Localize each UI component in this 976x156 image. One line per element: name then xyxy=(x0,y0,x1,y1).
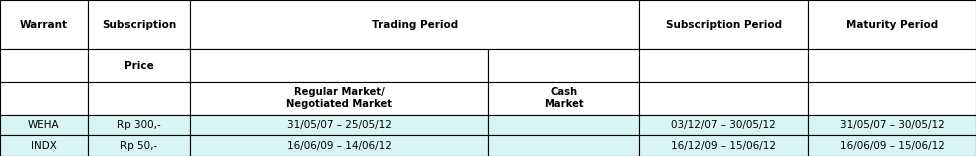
Text: INDX: INDX xyxy=(31,141,57,151)
Bar xyxy=(190,135,488,156)
Bar xyxy=(0,0,88,49)
Bar xyxy=(88,0,190,49)
Text: Warrant: Warrant xyxy=(20,20,68,30)
Bar xyxy=(639,82,808,115)
Text: Price: Price xyxy=(124,61,154,71)
Text: Subscription: Subscription xyxy=(102,20,177,30)
Bar xyxy=(88,115,190,135)
Bar xyxy=(190,115,488,135)
Bar xyxy=(639,135,808,156)
Text: 03/12/07 – 30/05/12: 03/12/07 – 30/05/12 xyxy=(671,120,776,130)
Bar xyxy=(488,115,639,135)
Bar xyxy=(639,49,808,82)
Bar xyxy=(88,135,190,156)
Bar xyxy=(639,0,808,49)
Text: Maturity Period: Maturity Period xyxy=(846,20,938,30)
Bar xyxy=(808,0,976,49)
Text: Rp 50,-: Rp 50,- xyxy=(120,141,158,151)
Bar xyxy=(808,82,976,115)
Bar xyxy=(88,49,190,82)
Text: Subscription Period: Subscription Period xyxy=(666,20,782,30)
Bar xyxy=(488,49,639,82)
Bar xyxy=(0,115,88,135)
Bar xyxy=(0,49,88,82)
Text: Rp 300,-: Rp 300,- xyxy=(117,120,161,130)
Text: 16/12/09 – 15/06/12: 16/12/09 – 15/06/12 xyxy=(671,141,776,151)
Text: 31/05/07 – 25/05/12: 31/05/07 – 25/05/12 xyxy=(287,120,391,130)
Bar xyxy=(808,135,976,156)
Text: 16/06/09 – 14/06/12: 16/06/09 – 14/06/12 xyxy=(287,141,391,151)
Bar xyxy=(808,115,976,135)
Text: Trading Period: Trading Period xyxy=(372,20,458,30)
Bar xyxy=(0,135,88,156)
Bar xyxy=(488,82,639,115)
Text: WEHA: WEHA xyxy=(28,120,60,130)
Bar xyxy=(639,115,808,135)
Bar xyxy=(190,82,488,115)
Bar xyxy=(488,135,639,156)
Bar xyxy=(190,49,488,82)
Text: 16/06/09 – 15/06/12: 16/06/09 – 15/06/12 xyxy=(839,141,945,151)
Bar xyxy=(808,49,976,82)
Text: Regular Market/
Negotiated Market: Regular Market/ Negotiated Market xyxy=(286,88,392,109)
Text: Cash
Market: Cash Market xyxy=(544,88,584,109)
Bar xyxy=(88,82,190,115)
Bar xyxy=(190,0,639,49)
Bar xyxy=(0,82,88,115)
Text: 31/05/07 – 30/05/12: 31/05/07 – 30/05/12 xyxy=(839,120,945,130)
